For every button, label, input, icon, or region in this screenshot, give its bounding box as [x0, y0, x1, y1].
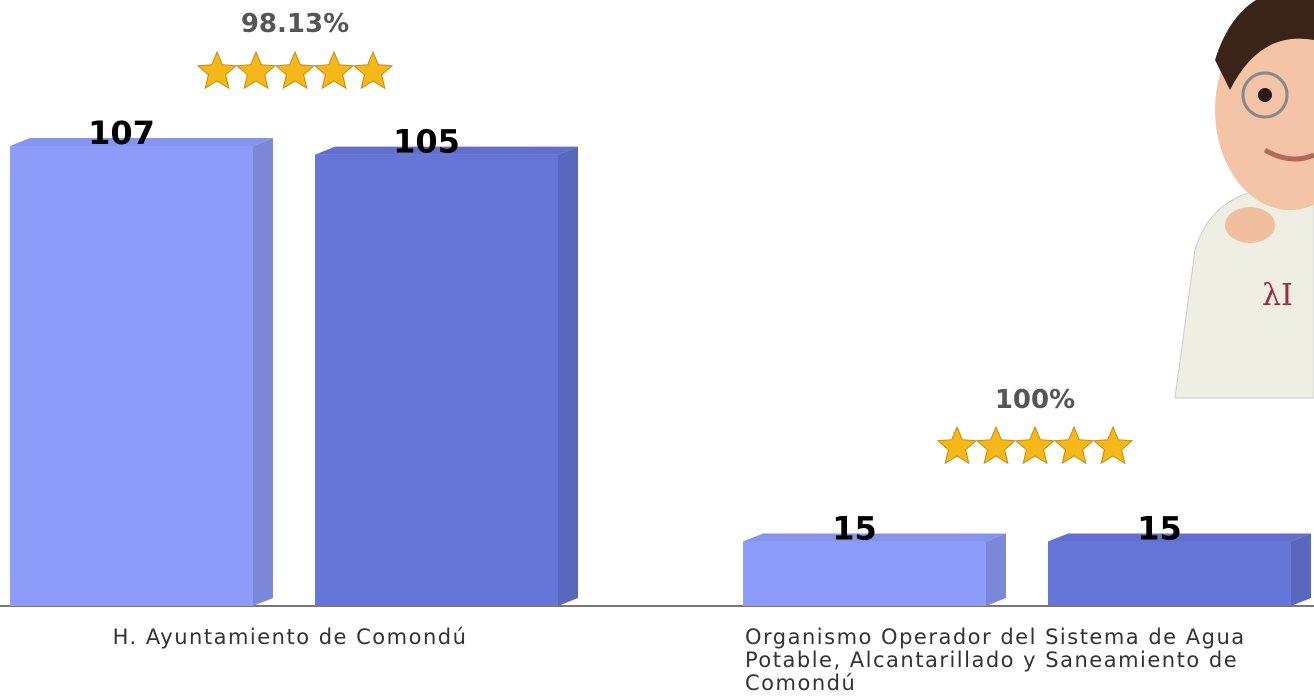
category-label: H. Ayuntamiento de Comondú [112, 625, 468, 649]
bar-side [1291, 533, 1311, 606]
rating-stars [936, 425, 1134, 465]
bar-top [1048, 533, 1311, 542]
star [936, 425, 978, 465]
rating-stars [196, 50, 394, 90]
bar [10, 146, 253, 606]
value-label: 107 [88, 114, 155, 152]
star [196, 50, 238, 90]
value-label: 15 [832, 510, 877, 548]
star [235, 50, 277, 90]
svg-text:λI: λI [1262, 278, 1293, 313]
bar-side [558, 146, 578, 606]
bar [743, 541, 986, 606]
percent-label: 98.13% [241, 9, 349, 39]
bar-side [253, 138, 273, 606]
star [313, 50, 355, 90]
category-label: Organismo Operador del Sistema de Agua P… [745, 625, 1246, 695]
star [1014, 425, 1056, 465]
bar-side [986, 533, 1006, 606]
percent-label: 100% [995, 385, 1075, 415]
star [1053, 425, 1095, 465]
value-label: 15 [1137, 510, 1182, 548]
value-label: 105 [393, 123, 460, 161]
mascot: λI [1174, 0, 1314, 399]
bar-top [743, 533, 1006, 542]
star [352, 50, 394, 90]
star [1092, 425, 1134, 465]
star [274, 50, 316, 90]
bar-top [10, 138, 273, 146]
star [975, 425, 1017, 465]
bar [315, 154, 558, 606]
bar-top [315, 146, 578, 155]
bar [1048, 541, 1291, 606]
